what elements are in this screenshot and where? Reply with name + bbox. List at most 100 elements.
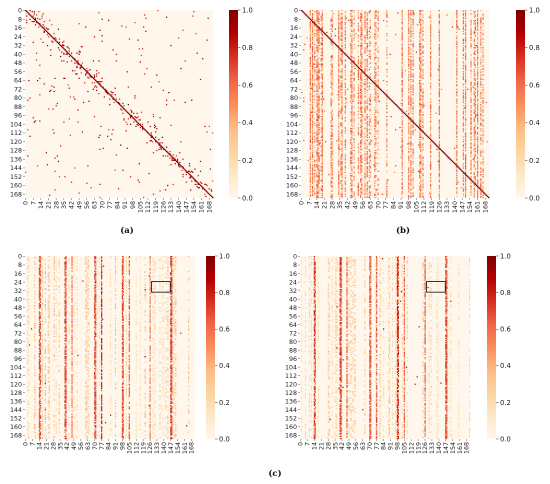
heatmap-cell	[375, 67, 377, 70]
heatmap-cell	[361, 39, 363, 41]
heatmap-cell	[361, 144, 363, 146]
heatmap-cell	[311, 58, 314, 60]
heatmap-cell	[317, 61, 319, 63]
heatmap-cell	[320, 32, 322, 35]
heatmap-cell	[412, 12, 414, 14]
heatmap-cell	[318, 28, 320, 30]
heatmap-cell	[105, 89, 108, 92]
heatmap-cell	[353, 195, 355, 198]
heatmap-cell	[311, 130, 314, 132]
heatmap-cell	[318, 13, 320, 15]
heatmap-cell	[412, 89, 414, 92]
heatmap-cell	[321, 194, 324, 196]
heatmap-cell	[309, 135, 311, 137]
heatmap-cell	[401, 18, 403, 20]
heatmap-cell	[462, 136, 465, 139]
heatmap-cell	[420, 25, 422, 27]
heatmap-cell	[419, 14, 421, 16]
heatmap-cell	[317, 168, 319, 170]
heatmap-cell	[410, 134, 412, 136]
heatmap-cell	[309, 93, 311, 95]
heatmap-cell	[331, 167, 333, 169]
heatmap-cell	[344, 86, 346, 88]
heatmap-cell	[351, 16, 353, 18]
heatmap-cell	[351, 71, 353, 73]
heatmap-cell	[419, 91, 421, 94]
heatmap-cell	[353, 89, 355, 92]
heatmap-cell	[321, 128, 324, 130]
heatmap-cell	[360, 31, 362, 34]
heatmap-cell	[470, 47, 472, 49]
heatmap-cell	[462, 77, 465, 80]
heatmap-cell	[360, 172, 362, 175]
heatmap-cell	[338, 159, 340, 161]
heatmap-cell	[366, 13, 368, 15]
heatmap-cell	[321, 184, 324, 187]
heatmap-cell	[401, 93, 403, 95]
heatmap-cell	[175, 160, 178, 163]
heatmap-cell	[98, 83, 100, 85]
heatmap-cell	[341, 163, 343, 165]
heatmap-cell	[338, 102, 340, 105]
heatmap-cell	[341, 42, 343, 45]
heatmap-cell	[309, 122, 311, 124]
heatmap-cell	[321, 53, 324, 55]
heatmap-cell	[351, 147, 353, 149]
heatmap-cell	[410, 165, 412, 167]
heatmap-cell	[172, 157, 175, 159]
heatmap-cell	[121, 106, 123, 108]
heatmap-cell	[462, 138, 465, 141]
heatmap-cell	[374, 196, 376, 199]
heatmap-cell	[429, 136, 432, 139]
heatmap-cell	[456, 26, 458, 28]
heatmap-cell	[344, 16, 346, 18]
heatmap-cell	[369, 151, 372, 153]
heatmap-cell	[320, 76, 322, 78]
heatmap-cell	[150, 134, 152, 136]
heatmap-cell	[209, 168, 211, 170]
heatmap-cell	[127, 118, 129, 120]
heatmap-cell	[366, 65, 368, 67]
heatmap-cell	[317, 52, 319, 54]
heatmap-cell	[422, 146, 424, 148]
heatmap-cell	[314, 124, 316, 127]
heatmap-cell	[26, 15, 28, 17]
heatmap-cell	[37, 79, 39, 82]
heatmap-cell	[350, 71, 352, 73]
heatmap-cell	[456, 84, 458, 86]
heatmap-cell	[318, 179, 320, 181]
heatmap-cell	[106, 93, 109, 95]
heatmap-cell	[111, 96, 113, 98]
heatmap-cell	[408, 116, 410, 118]
heatmap-cell	[314, 151, 316, 153]
heatmap-cell	[357, 113, 360, 116]
heatmap-cell	[412, 107, 414, 109]
heatmap-cell	[338, 131, 340, 133]
heatmap-cell	[330, 164, 332, 166]
heatmap-cell	[364, 158, 366, 160]
heatmap-cell	[456, 15, 458, 17]
heatmap-cell	[420, 32, 422, 35]
heatmap-cell	[408, 191, 410, 193]
heatmap-cell	[422, 113, 424, 116]
heatmap-cell	[361, 24, 363, 26]
heatmap-cell	[109, 104, 111, 106]
heatmap-cell	[386, 48, 388, 50]
heatmap-cell	[438, 40, 440, 42]
heatmap-cell	[309, 73, 311, 75]
heatmap-cell	[353, 84, 355, 86]
heatmap-cell	[464, 154, 467, 156]
heatmap-cell	[351, 84, 353, 86]
heatmap-cell	[408, 157, 410, 159]
heatmap-cell	[374, 129, 376, 131]
heatmap-cell	[137, 179, 139, 181]
heatmap-cell	[401, 71, 403, 73]
heatmap-cell	[321, 82, 324, 84]
heatmap-cell	[330, 25, 332, 27]
heatmap-cell	[149, 134, 152, 136]
heatmap-cell	[420, 158, 422, 160]
heatmap-cell	[357, 73, 360, 75]
heatmap-cell	[429, 145, 432, 147]
heatmap-cell	[103, 96, 105, 98]
heatmap-cell	[194, 180, 196, 182]
